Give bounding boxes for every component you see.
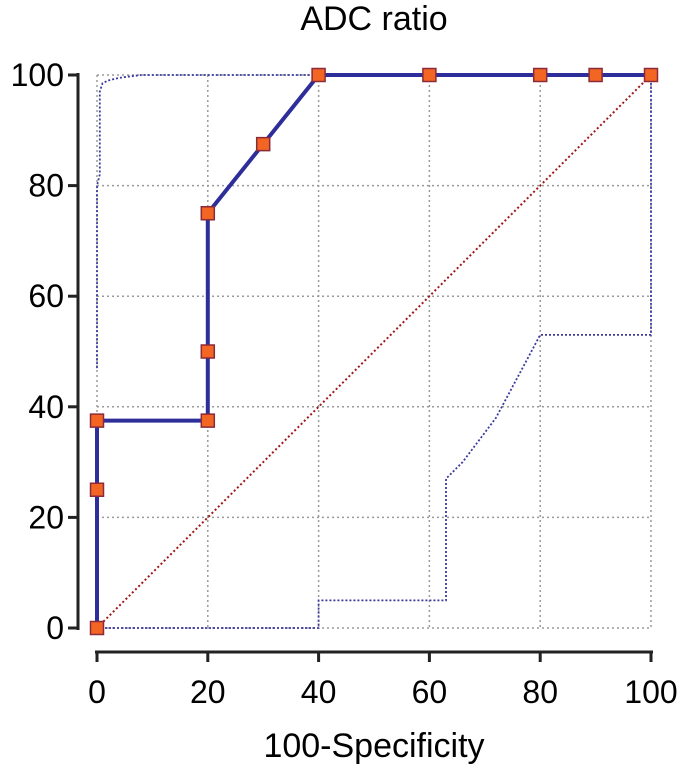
series-layer bbox=[95, 73, 652, 629]
x-tick-label-100: 100 bbox=[624, 674, 677, 710]
series-line-reference bbox=[96, 74, 652, 629]
y-tick-label-20: 20 bbox=[28, 499, 64, 535]
series-line-roc bbox=[95, 73, 651, 628]
roc-point-marker bbox=[89, 413, 105, 428]
x-tick-label-40: 40 bbox=[301, 674, 337, 710]
y-tick-label-100: 100 bbox=[11, 57, 64, 93]
x-tick-label-80: 80 bbox=[522, 674, 558, 710]
chart-title: ADC ratio bbox=[300, 0, 447, 38]
axes bbox=[68, 73, 653, 662]
roc-point-marker bbox=[200, 413, 216, 428]
x-axis-label: 100-Specificity bbox=[263, 727, 484, 765]
roc-point-marker bbox=[643, 67, 659, 83]
roc-markers bbox=[89, 67, 659, 636]
y-tick-label-0: 0 bbox=[46, 610, 64, 646]
y-tick-label-60: 60 bbox=[28, 278, 64, 314]
x-tick-label-60: 60 bbox=[412, 674, 448, 710]
series-line-ci-upper bbox=[96, 74, 651, 369]
roc-point-marker bbox=[200, 344, 216, 359]
roc-point-marker bbox=[588, 67, 603, 83]
y-tick-label-80: 80 bbox=[28, 168, 64, 204]
roc-point-marker bbox=[89, 482, 105, 497]
roc-point-marker bbox=[255, 136, 271, 152]
roc-point-marker bbox=[89, 620, 105, 636]
x-tick-label-20: 20 bbox=[190, 674, 226, 710]
grid-lines bbox=[96, 74, 652, 629]
y-tick-label-40: 40 bbox=[28, 389, 64, 425]
tick-labels: 0 20 40 60 80 100 0 20 40 60 80 100 bbox=[11, 57, 678, 710]
x-tick-label-0: 0 bbox=[88, 674, 106, 710]
roc-point-marker bbox=[200, 206, 216, 221]
roc-point-marker bbox=[532, 67, 548, 83]
roc-point-marker bbox=[311, 67, 326, 83]
roc-point-marker bbox=[422, 67, 437, 83]
